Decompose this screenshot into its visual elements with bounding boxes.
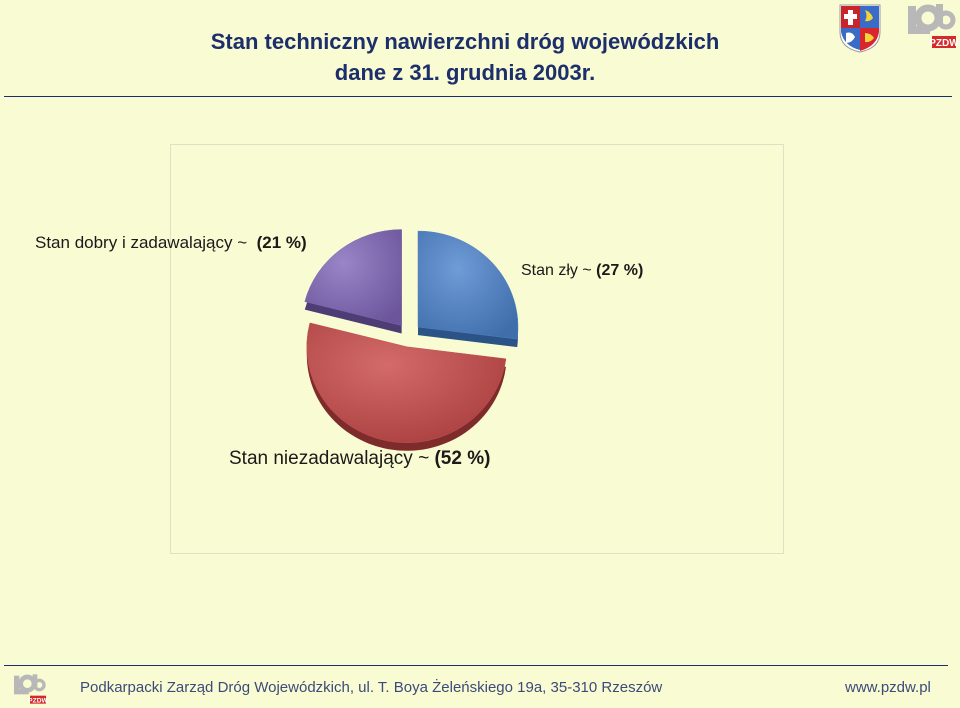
approx-sign: ~: [237, 233, 248, 252]
approx-sign: ~: [582, 262, 592, 279]
slice-label-text: Stan dobry i zadawalający: [35, 233, 233, 252]
pie-slice-good: [304, 229, 402, 326]
pie-slice-unsatisfactory: [306, 322, 507, 444]
header-divider: [4, 96, 952, 97]
podkarpackie-coat-of-arms-icon: [839, 4, 881, 53]
svg-text:PZDW: PZDW: [28, 697, 48, 704]
pie-slice-bad: [417, 230, 519, 340]
slice-percent: (27 %): [596, 262, 644, 279]
slice-percent: (21 %): [256, 233, 307, 252]
title-line-2: dane z 31. grudnia 2003r.: [334, 60, 596, 85]
footer-url-link[interactable]: www.pzdw.pl: [845, 679, 931, 696]
slice-label-unsatisfactory: Stan niezadawalający ~ (52 %): [229, 448, 490, 470]
footer-address: Podkarpacki Zarząd Dróg Wojewódzkich, ul…: [80, 679, 663, 696]
slice-percent: (52 %): [434, 448, 491, 469]
page-title: Stan techniczny nawierzchni dróg wojewód…: [150, 26, 780, 88]
slice-label-text: Stan niezadawalający: [229, 448, 413, 469]
approx-sign: ~: [418, 448, 430, 469]
pzdw-logo-icon: PZDW: [908, 4, 958, 49]
footer-divider: [4, 665, 948, 666]
pzdw-footer-logo-icon: PZDW: [14, 674, 48, 704]
slice-label-good: Stan dobry i zadawalający ~ (21 %): [35, 233, 307, 253]
svg-text:PZDW: PZDW: [929, 38, 958, 49]
title-line-1: Stan techniczny nawierzchni dróg wojewód…: [210, 29, 720, 54]
slice-label-text: Stan zły: [521, 262, 578, 279]
chart-frame: [170, 144, 784, 554]
slice-label-bad: Stan zły ~ (27 %): [521, 262, 643, 280]
